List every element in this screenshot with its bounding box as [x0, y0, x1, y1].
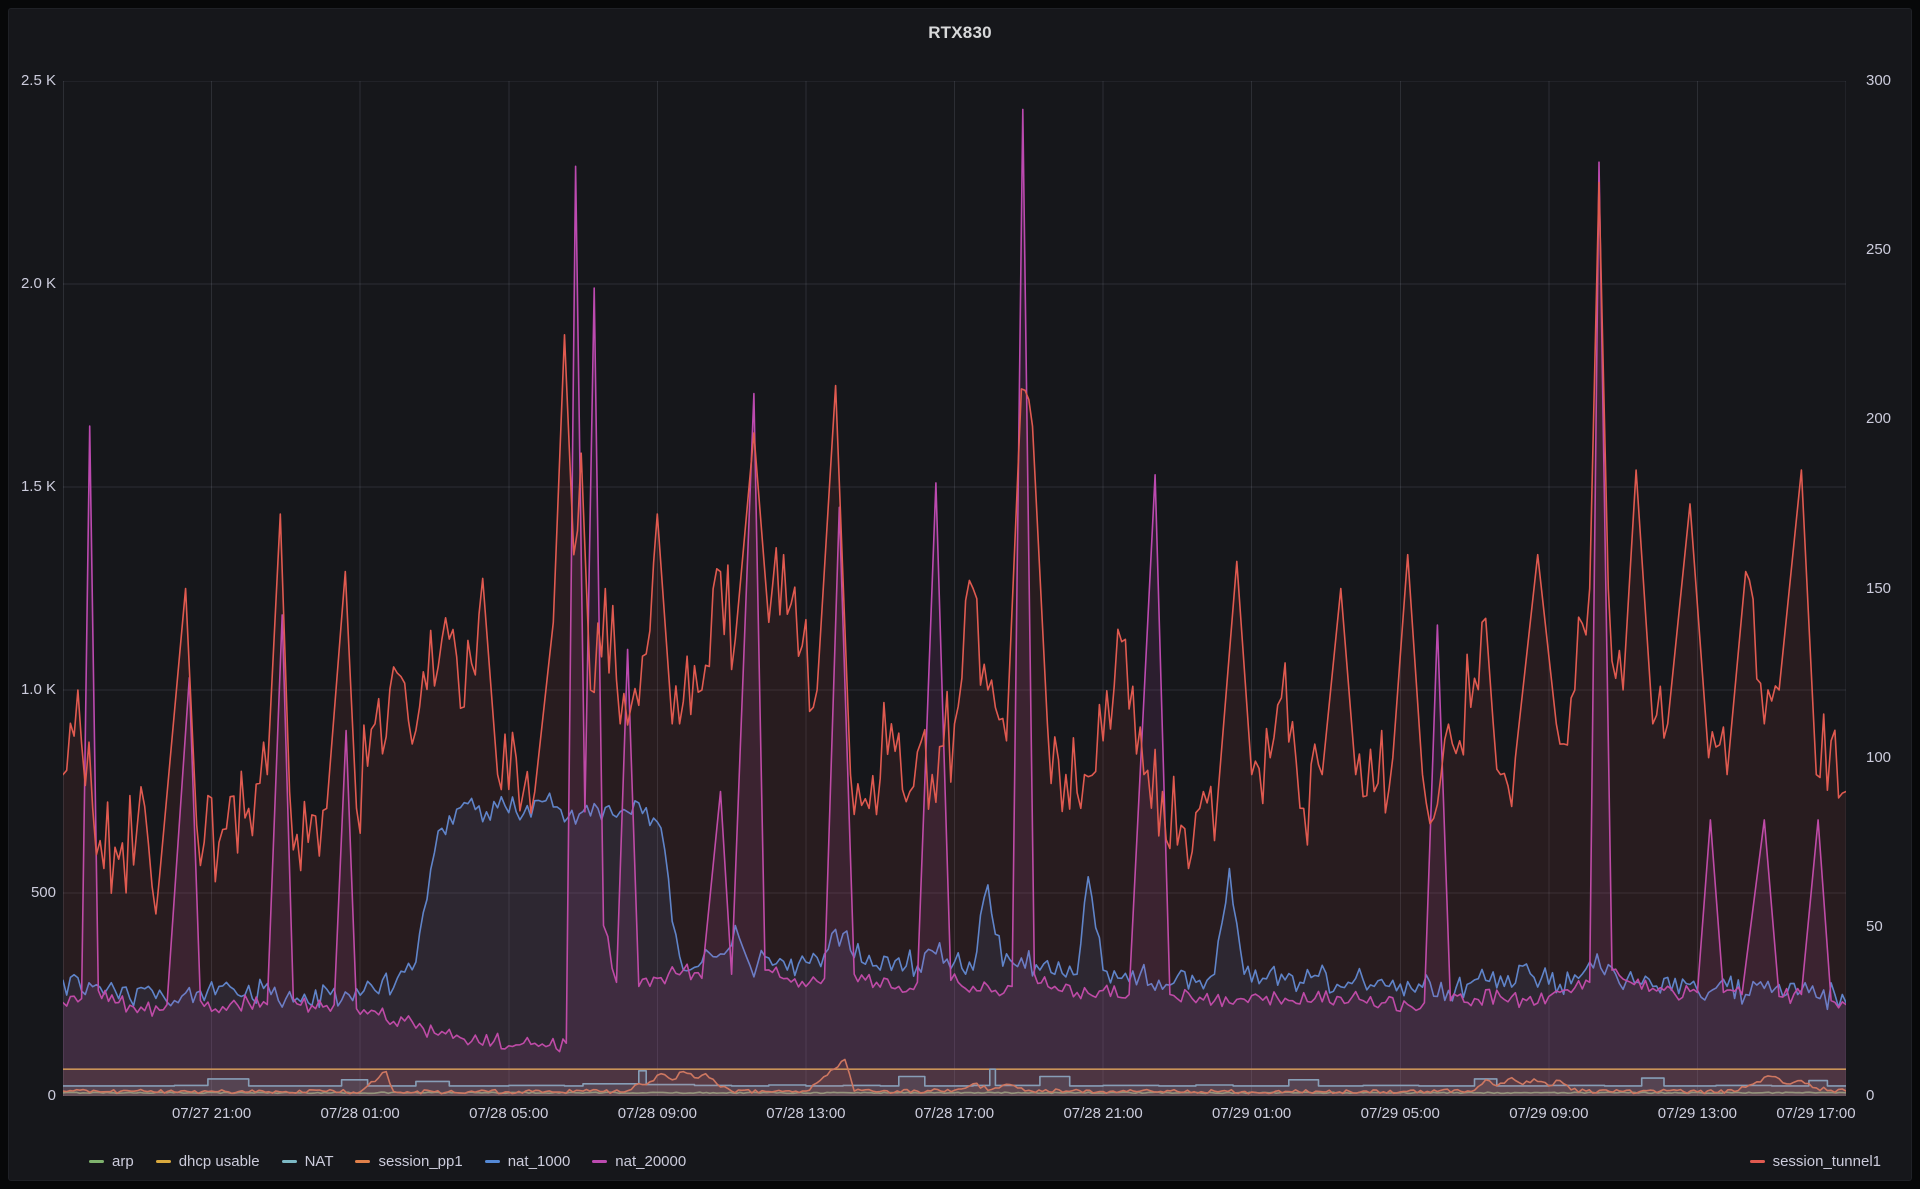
y-right-tick: 50	[1866, 917, 1883, 935]
y-axis-left: 0 500 1.0 K 1.5 K 2.0 K 2.5 K	[9, 9, 64, 1180]
y-left-tick: 1.5 K	[20, 478, 56, 495]
legend: arp dhcp usable NAT session_pp1 nat_1000 nat_…	[9, 1148, 1911, 1174]
x-tick: 07/29 05:00	[1360, 1105, 1440, 1122]
legend-swatch-icon	[89, 1159, 104, 1163]
y-left-tick: 2.5 K	[20, 72, 56, 89]
legend-swatch-icon	[155, 1159, 171, 1163]
legend-item-NAT[interactable]: NAT	[281, 1152, 334, 1170]
legend-left-group: arp dhcp usable NAT session_pp1 nat_1000 nat_…	[89, 1154, 1750, 1169]
x-tick: 07/28 17:00	[914, 1105, 995, 1122]
x-tick: 07/29 17:00	[1776, 1105, 1856, 1122]
x-axis: 07/27 21:00 07/28 01:00 07/28 05:00 07/28 0…	[9, 9, 1911, 1180]
legend-label: nat_1000	[507, 1152, 571, 1170]
series-session_tunnel1	[63, 181, 1846, 1096]
y-left-tick: 1.0 K	[20, 681, 56, 698]
y-right-tick: 150	[1866, 579, 1892, 597]
legend-label: NAT	[304, 1152, 334, 1170]
y-left-tick: 0	[47, 1087, 56, 1104]
series-nat_1000	[63, 792, 1846, 1096]
x-tick: 07/27 21:00	[171, 1105, 252, 1122]
y-right-tick: 300	[1866, 72, 1892, 89]
legend-item-nat_20000[interactable]: nat_20000	[592, 1154, 686, 1169]
legend-item-session_pp1[interactable]: session_pp1	[355, 1152, 463, 1170]
series-arp	[63, 1091, 1846, 1096]
y-right-tick: 200	[1866, 410, 1892, 428]
x-tick: 07/28 13:00	[766, 1105, 846, 1122]
legend-swatch-icon	[484, 1159, 500, 1163]
y-right-tick: 0	[1866, 1087, 1875, 1104]
chart-panel: RTX830 0 500 1.0 K 1.5 K 2.0 K 2.5 K 0 50 100 15…	[8, 8, 1912, 1181]
y-left-tick: 2.0 K	[20, 275, 56, 292]
legend-label: dhcp usable	[178, 1152, 260, 1170]
x-tick: 07/28 21:00	[1063, 1105, 1143, 1122]
series-dhcp-usable	[63, 1068, 1846, 1096]
legend-item-session_tunnel1[interactable]: session_tunnel1	[1749, 1152, 1881, 1170]
x-tick: 07/28 09:00	[617, 1105, 697, 1122]
y-right-tick: 100	[1866, 748, 1892, 766]
x-tick: 07/28 05:00	[469, 1105, 549, 1122]
legend-swatch-icon	[281, 1159, 297, 1163]
legend-item-arp[interactable]: arp	[89, 1154, 134, 1169]
legend-right-group: session_tunnel1	[1749, 1152, 1881, 1170]
legend-label: nat_20000	[615, 1152, 687, 1170]
legend-label: arp	[112, 1152, 134, 1170]
series-nat_20000	[63, 108, 1846, 1096]
y-axis-right: 0 50 100 150 200 250 300	[1856, 9, 1920, 1180]
legend-item-dhcp-usable[interactable]: dhcp usable	[155, 1152, 260, 1170]
y-right-tick: 250	[1866, 241, 1892, 259]
legend-item-nat_1000[interactable]: nat_1000	[484, 1152, 571, 1170]
chart-canvas[interactable]	[63, 81, 1846, 1096]
legend-label: session_tunnel1	[1772, 1152, 1881, 1170]
y-left-tick: 500	[30, 884, 56, 901]
legend-swatch-icon	[592, 1159, 608, 1163]
x-tick: 07/29 09:00	[1509, 1105, 1589, 1122]
series-session_pp1	[63, 1058, 1846, 1096]
x-tick: 07/29 13:00	[1657, 1105, 1738, 1122]
legend-label: session_pp1	[378, 1152, 463, 1170]
x-tick: 07/28 01:00	[320, 1105, 400, 1122]
x-tick: 07/29 01:00	[1212, 1105, 1292, 1122]
legend-swatch-icon	[1749, 1159, 1765, 1163]
legend-swatch-icon	[355, 1159, 371, 1163]
panel-title[interactable]: RTX830	[928, 23, 992, 42]
